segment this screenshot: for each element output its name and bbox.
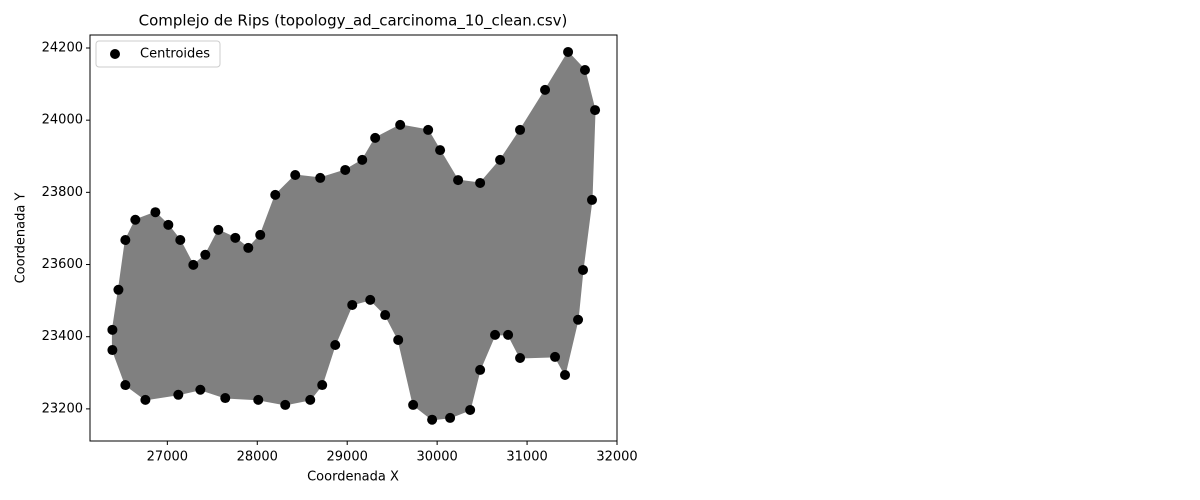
point bbox=[357, 154, 368, 165]
point bbox=[445, 412, 456, 423]
point bbox=[340, 164, 351, 175]
x-tick-label: 31000 bbox=[506, 450, 547, 465]
point bbox=[490, 329, 501, 340]
point bbox=[130, 214, 141, 225]
y-tick-label: 24000 bbox=[42, 113, 83, 128]
point bbox=[195, 384, 206, 395]
point bbox=[347, 299, 358, 310]
point bbox=[475, 364, 486, 375]
point bbox=[563, 46, 574, 57]
point bbox=[200, 249, 211, 260]
point bbox=[453, 175, 464, 186]
point bbox=[370, 132, 381, 143]
point bbox=[280, 399, 291, 410]
point bbox=[365, 294, 376, 305]
y-axis-label: Coordenada Y bbox=[14, 193, 29, 284]
x-tick-label: 32000 bbox=[596, 450, 637, 465]
point bbox=[423, 124, 434, 135]
point bbox=[255, 229, 266, 240]
point bbox=[163, 219, 174, 230]
chart-title: Complejo de Rips (topology_ad_carcinoma_… bbox=[139, 12, 568, 31]
point bbox=[586, 194, 597, 205]
point bbox=[290, 170, 301, 181]
y-tick-label: 23400 bbox=[42, 329, 83, 344]
legend-marker bbox=[110, 49, 120, 59]
point bbox=[220, 393, 231, 404]
point bbox=[408, 399, 419, 410]
point bbox=[243, 242, 254, 253]
point bbox=[107, 324, 118, 335]
point bbox=[393, 334, 404, 345]
x-tick-label: 27000 bbox=[147, 450, 188, 465]
point bbox=[173, 389, 184, 400]
point bbox=[427, 414, 438, 425]
point bbox=[253, 394, 264, 405]
x-tick-label: 30000 bbox=[416, 450, 457, 465]
point bbox=[465, 404, 476, 415]
point bbox=[175, 234, 186, 245]
point bbox=[330, 340, 341, 351]
x-axis-label: Coordenada X bbox=[307, 470, 399, 485]
point bbox=[120, 234, 131, 245]
point bbox=[550, 351, 561, 362]
point bbox=[573, 314, 584, 325]
legend-box bbox=[95, 40, 221, 68]
point bbox=[317, 380, 328, 391]
point bbox=[140, 394, 151, 405]
point bbox=[540, 84, 551, 95]
point bbox=[380, 310, 391, 321]
y-tick-label: 23600 bbox=[42, 257, 83, 272]
point bbox=[213, 224, 224, 235]
point bbox=[230, 232, 241, 243]
point bbox=[590, 105, 601, 116]
point bbox=[315, 172, 326, 183]
point bbox=[150, 207, 161, 218]
point bbox=[395, 119, 406, 130]
point bbox=[270, 189, 281, 200]
point bbox=[515, 124, 526, 135]
x-tick-label: 29000 bbox=[327, 450, 368, 465]
point bbox=[560, 369, 571, 380]
point bbox=[578, 264, 589, 275]
point bbox=[475, 177, 486, 188]
legend-label: Centroides bbox=[140, 47, 210, 62]
point bbox=[120, 380, 131, 391]
plot-frame bbox=[89, 34, 618, 442]
point bbox=[503, 329, 514, 340]
point bbox=[435, 145, 446, 156]
y-tick-label: 23200 bbox=[42, 401, 83, 416]
point bbox=[305, 394, 316, 405]
complex-fill bbox=[111, 51, 596, 421]
y-tick-label: 23800 bbox=[42, 185, 83, 200]
y-tick-label: 24200 bbox=[42, 40, 83, 55]
point bbox=[113, 284, 124, 295]
point bbox=[107, 345, 118, 356]
x-tick-label: 28000 bbox=[237, 450, 278, 465]
point bbox=[188, 259, 199, 270]
point bbox=[515, 352, 526, 363]
point bbox=[579, 65, 590, 76]
point bbox=[495, 154, 506, 165]
